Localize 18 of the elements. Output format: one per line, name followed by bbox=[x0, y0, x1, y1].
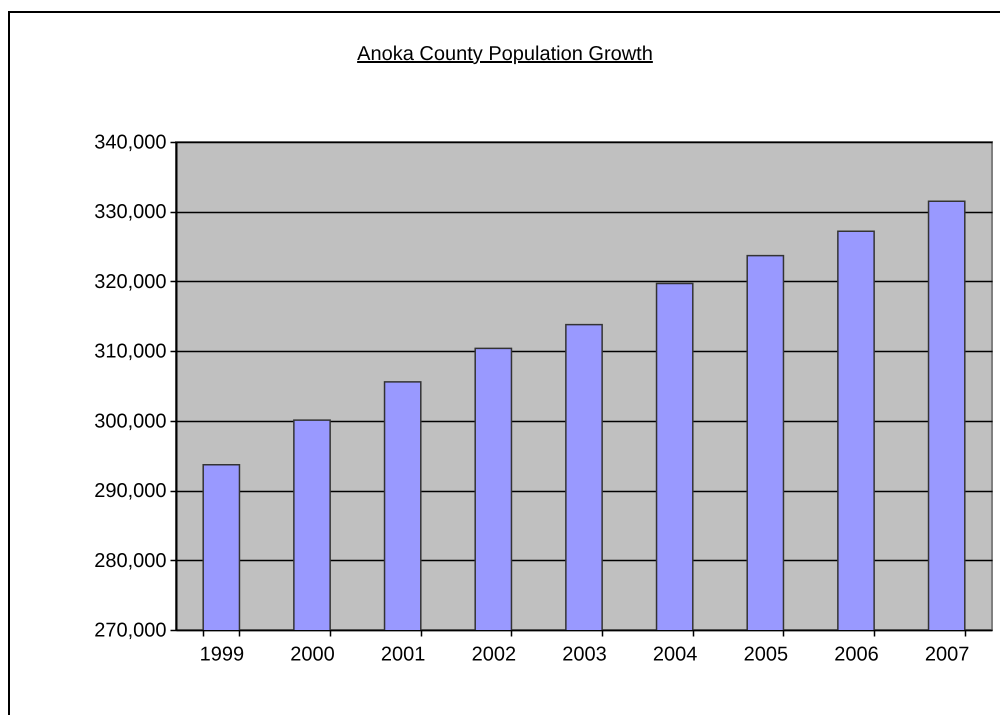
x-tick-label: 2007 bbox=[924, 644, 970, 666]
y-tick-label: 270,000 bbox=[94, 620, 166, 642]
y-tick-label: 290,000 bbox=[94, 480, 166, 502]
x-tick-label: 2006 bbox=[834, 644, 879, 666]
x-tick-label: 2000 bbox=[290, 644, 335, 666]
x-tick-label: 2001 bbox=[380, 644, 426, 666]
y-tick-label: 320,000 bbox=[94, 270, 166, 293]
y-tick-label: 310,000 bbox=[94, 340, 166, 363]
y-tick-label: 300,000 bbox=[94, 410, 166, 432]
x-tick-label: 2003 bbox=[562, 644, 607, 666]
x-tick-label: 1999 bbox=[200, 644, 244, 666]
chart-title: Anoka County Population Growth bbox=[357, 43, 653, 65]
y-tick-label: 280,000 bbox=[94, 550, 166, 572]
y-tick-label: 340,000 bbox=[94, 132, 166, 154]
x-tick-label: 2005 bbox=[744, 644, 788, 666]
y-tick-label: 330,000 bbox=[94, 201, 166, 224]
x-tick-label: 2002 bbox=[472, 644, 516, 666]
x-tick-label: 2004 bbox=[652, 644, 698, 666]
